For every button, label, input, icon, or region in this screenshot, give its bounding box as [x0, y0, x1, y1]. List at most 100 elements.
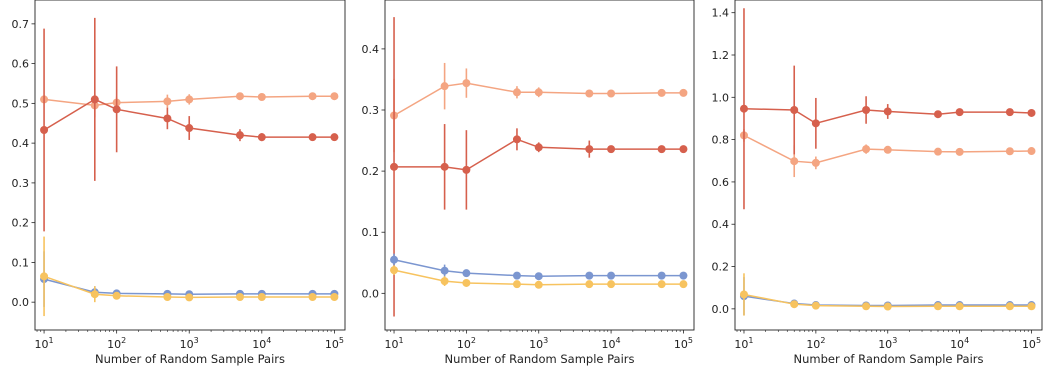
- y-tick-label: 0.3: [12, 177, 30, 190]
- x-tick-label: 102: [107, 336, 126, 351]
- x-axis-label: Number of Random Sample Pairs: [793, 352, 983, 366]
- series-4: [40, 236, 339, 317]
- data-point: [790, 300, 799, 309]
- data-point: [163, 293, 172, 301]
- data-point: [235, 293, 244, 301]
- data-point: [679, 280, 688, 289]
- x-tick-label: 104: [252, 336, 271, 351]
- y-tick-label: 0.6: [712, 176, 730, 189]
- data-point: [440, 82, 449, 91]
- data-point: [512, 135, 521, 144]
- y-tick-label: 0.4: [712, 218, 730, 231]
- data-point: [1027, 147, 1036, 156]
- data-point: [40, 126, 49, 135]
- x-tick-label: 103: [529, 336, 548, 351]
- x-tick-label: 101: [734, 336, 753, 351]
- x-tick-label: 104: [602, 336, 621, 351]
- series-2: [739, 8, 1036, 210]
- data-point: [390, 255, 399, 264]
- series-3: [390, 253, 688, 281]
- y-tick-label: 1.2: [712, 49, 730, 62]
- data-point: [440, 266, 449, 275]
- data-point: [657, 271, 666, 280]
- data-point: [390, 162, 399, 171]
- data-point: [257, 293, 266, 301]
- data-point: [862, 106, 871, 114]
- x-tick-label: 105: [674, 336, 693, 351]
- x-axis-label: Number of Random Sample Pairs: [95, 352, 285, 366]
- data-point: [955, 147, 964, 156]
- data-point: [40, 272, 49, 281]
- data-point: [1005, 108, 1014, 117]
- data-point: [657, 145, 666, 154]
- data-point: [585, 145, 594, 154]
- y-tick-label: 0.8: [712, 134, 730, 147]
- y-tick-label: 0.4: [12, 137, 30, 150]
- data-point: [257, 133, 266, 142]
- data-point: [235, 92, 244, 101]
- data-point: [1005, 147, 1014, 156]
- data-point: [1027, 108, 1036, 117]
- data-point: [862, 145, 871, 154]
- data-point: [607, 89, 616, 98]
- data-point: [534, 272, 543, 281]
- y-tick-label: 1.0: [712, 91, 730, 104]
- data-point: [607, 280, 616, 289]
- data-point: [512, 280, 521, 289]
- data-point: [330, 133, 339, 142]
- x-tick-label: 101: [35, 336, 54, 351]
- data-point: [955, 108, 964, 117]
- series-4: [390, 265, 688, 289]
- data-point: [657, 88, 666, 97]
- axes-frame: [34, 0, 346, 331]
- data-point: [585, 280, 594, 289]
- data-point: [462, 79, 471, 88]
- data-point: [90, 95, 99, 104]
- data-point: [235, 131, 244, 140]
- data-point: [462, 165, 471, 174]
- data-point: [679, 271, 688, 280]
- data-point: [512, 88, 521, 97]
- data-point: [308, 293, 317, 301]
- x-tick-label: 101: [384, 336, 403, 351]
- data-point: [330, 92, 339, 101]
- data-point: [679, 145, 688, 154]
- data-point: [933, 302, 942, 311]
- data-point: [883, 302, 892, 311]
- data-point: [657, 280, 666, 289]
- data-point: [512, 271, 521, 280]
- series-1: [739, 129, 1036, 178]
- data-point: [440, 277, 449, 286]
- data-point: [811, 301, 820, 310]
- series-1: [390, 62, 688, 153]
- data-point: [1005, 302, 1014, 311]
- x-tick-label: 102: [806, 336, 825, 351]
- data-point: [811, 158, 820, 167]
- data-point: [185, 124, 194, 133]
- axes-frame: [734, 0, 1043, 331]
- data-point: [330, 293, 339, 301]
- data-point: [955, 302, 964, 311]
- y-tick-label: 0.0: [12, 296, 30, 309]
- data-point: [811, 119, 820, 128]
- data-point: [163, 97, 172, 106]
- data-point: [790, 157, 799, 166]
- data-point: [90, 290, 99, 299]
- y-tick-label: 0.1: [12, 256, 30, 269]
- y-tick-label: 0.6: [12, 58, 30, 71]
- data-point: [790, 106, 799, 114]
- data-point: [534, 143, 543, 152]
- x-tick-label: 102: [457, 336, 476, 351]
- data-point: [308, 133, 317, 142]
- x-tick-label: 105: [1022, 336, 1041, 351]
- data-point: [739, 290, 748, 299]
- chart-panels: 101 102 103 104 105 0.0 0.1 0.2 0.3 0.4 0.5 0.6 0.7 N…: [12, 0, 1043, 366]
- y-tick-label: 0.4: [362, 43, 380, 56]
- data-point: [462, 269, 471, 278]
- y-tick-label: 0.2: [12, 217, 30, 230]
- chart-panel-2: 101 102 103 104 105 0.0 0.1 0.2 0.3 0.4 Number of …: [362, 0, 695, 366]
- data-point: [585, 271, 594, 280]
- chart-panel-1: 101 102 103 104 105 0.0 0.1 0.2 0.3 0.4 0.5 0.6 0.7 N…: [12, 0, 346, 366]
- x-tick-label: 105: [325, 336, 344, 351]
